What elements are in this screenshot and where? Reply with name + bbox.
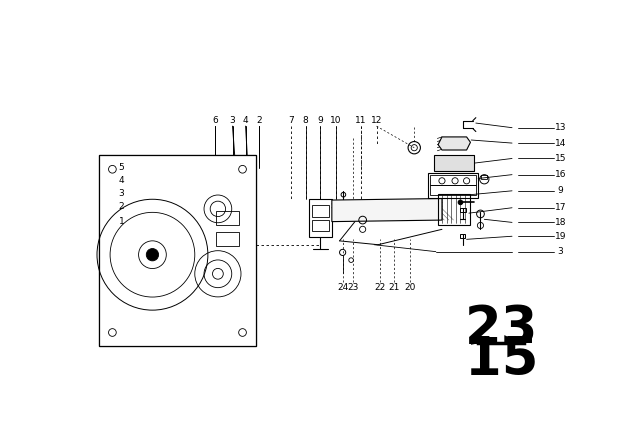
Text: 11: 11 xyxy=(355,116,367,125)
Circle shape xyxy=(147,249,159,261)
Text: 24: 24 xyxy=(337,283,348,292)
Text: 16: 16 xyxy=(555,170,566,179)
Bar xyxy=(460,208,466,211)
Bar xyxy=(438,194,470,225)
Bar xyxy=(216,233,239,246)
Text: 3: 3 xyxy=(119,189,125,198)
Text: 12: 12 xyxy=(371,116,382,125)
Bar xyxy=(216,211,239,225)
Text: 5: 5 xyxy=(119,163,125,172)
Bar xyxy=(460,234,465,238)
Text: 23: 23 xyxy=(465,303,538,355)
Text: 6: 6 xyxy=(212,116,218,125)
Polygon shape xyxy=(332,198,442,222)
Text: 2: 2 xyxy=(119,202,124,211)
Text: 4: 4 xyxy=(243,116,248,125)
Bar xyxy=(308,198,332,237)
Text: 4: 4 xyxy=(119,177,124,185)
Text: 3: 3 xyxy=(230,116,236,125)
Bar xyxy=(431,185,476,195)
Text: 14: 14 xyxy=(555,138,566,147)
Text: 21: 21 xyxy=(388,283,400,292)
Bar xyxy=(312,205,329,217)
Bar xyxy=(99,155,257,346)
Circle shape xyxy=(458,200,463,205)
Text: 22: 22 xyxy=(375,283,386,292)
Text: 7: 7 xyxy=(288,116,294,125)
Text: 15: 15 xyxy=(465,334,538,386)
Text: 9: 9 xyxy=(557,186,563,195)
Bar xyxy=(481,176,488,179)
Bar xyxy=(435,155,474,171)
Bar xyxy=(312,220,329,231)
Bar xyxy=(431,176,476,185)
Text: 3: 3 xyxy=(557,247,563,256)
Text: 1: 1 xyxy=(119,217,125,226)
Text: 8: 8 xyxy=(303,116,308,125)
Polygon shape xyxy=(438,137,470,150)
Text: 2: 2 xyxy=(257,116,262,125)
Text: 17: 17 xyxy=(555,203,566,212)
Text: 18: 18 xyxy=(555,218,566,227)
Text: 13: 13 xyxy=(555,123,566,132)
Bar xyxy=(428,173,478,198)
Text: 19: 19 xyxy=(555,232,566,241)
Text: 9: 9 xyxy=(317,116,323,125)
Text: 23: 23 xyxy=(348,283,359,292)
Text: 15: 15 xyxy=(555,154,566,163)
Text: 10: 10 xyxy=(330,116,342,125)
Text: 20: 20 xyxy=(404,283,416,292)
